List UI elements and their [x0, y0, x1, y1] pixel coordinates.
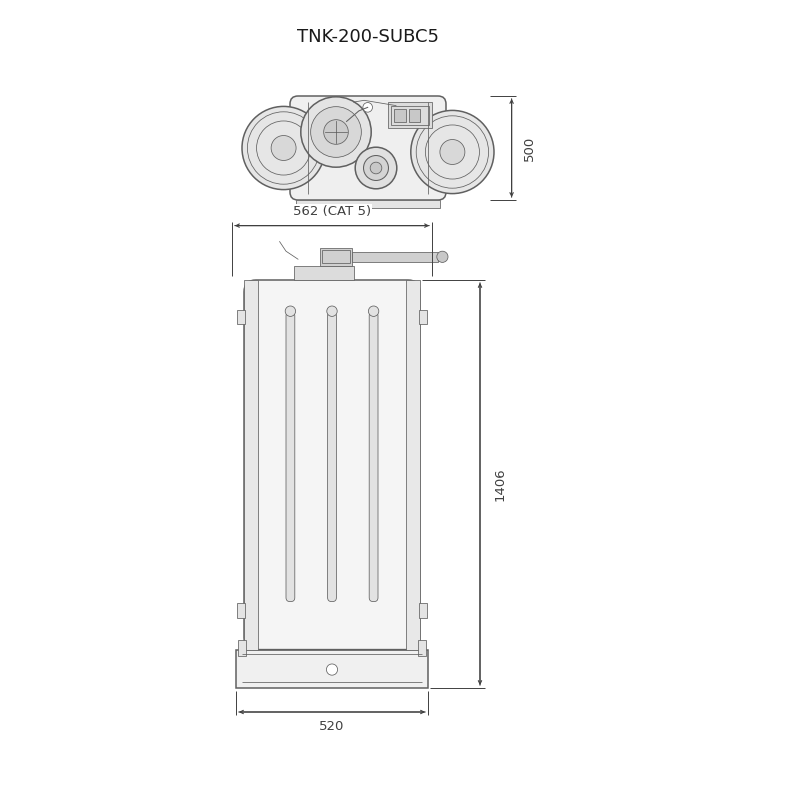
Bar [237, 603, 245, 618]
Text: 562 (CAT 5): 562 (CAT 5) [293, 205, 371, 218]
Bar [409, 109, 420, 122]
Bar [238, 640, 246, 656]
Bar [294, 266, 354, 280]
Circle shape [437, 251, 448, 262]
Circle shape [326, 306, 338, 316]
Text: 1406: 1406 [494, 467, 506, 501]
Bar [419, 603, 427, 618]
Text: TNK-200-SUBC5: TNK-200-SUBC5 [297, 28, 439, 46]
FancyBboxPatch shape [244, 280, 420, 650]
Bar [297, 200, 440, 208]
Circle shape [355, 147, 397, 189]
Circle shape [324, 120, 348, 144]
Bar [418, 640, 426, 656]
Circle shape [326, 664, 338, 675]
Circle shape [285, 306, 295, 316]
FancyBboxPatch shape [290, 96, 446, 200]
Circle shape [242, 106, 326, 190]
Bar [237, 310, 245, 324]
Bar [388, 102, 432, 128]
Circle shape [440, 139, 465, 165]
FancyBboxPatch shape [286, 312, 294, 602]
Text: 500: 500 [522, 135, 536, 161]
Bar [406, 280, 420, 650]
Circle shape [368, 306, 379, 316]
Bar [391, 106, 429, 125]
Bar [394, 109, 406, 122]
Circle shape [363, 155, 389, 181]
Circle shape [370, 162, 382, 174]
Circle shape [363, 102, 373, 112]
Text: 520: 520 [319, 720, 345, 733]
FancyBboxPatch shape [370, 312, 378, 602]
Bar [322, 250, 350, 263]
Bar [419, 310, 427, 324]
FancyBboxPatch shape [328, 312, 336, 602]
Circle shape [271, 135, 296, 161]
Bar [236, 650, 428, 688]
Circle shape [310, 106, 362, 158]
Circle shape [301, 97, 371, 167]
Circle shape [411, 110, 494, 194]
Bar [352, 252, 438, 262]
Bar [320, 248, 352, 266]
Bar [244, 280, 258, 650]
